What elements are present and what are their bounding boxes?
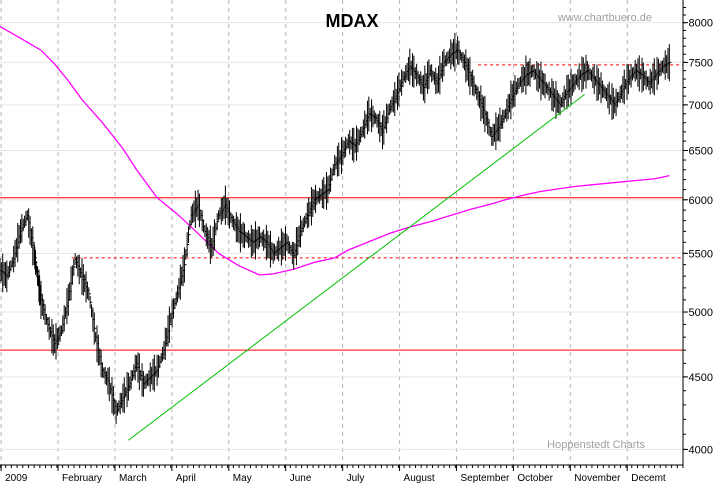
x-month-label: October (517, 473, 553, 484)
x-month-label: April (176, 473, 196, 484)
x-month-label: May (233, 473, 252, 484)
levels-layer (0, 64, 683, 351)
y-tick-label: 6500 (689, 146, 713, 158)
trendline (128, 94, 585, 441)
y-tick-label: 8000 (689, 18, 713, 30)
watermark-bottom: Hoppenstedt Charts (547, 439, 645, 451)
x-axis-labels: 2009 February March April May June July August S… (0, 465, 684, 484)
trendline-layer (128, 94, 585, 441)
x-month-label: February (62, 473, 102, 484)
y-tick-label: 4000 (689, 444, 713, 456)
x-month-label: March (119, 473, 147, 484)
watermark-top: www.chartbuero.de (557, 12, 652, 24)
series-layer (0, 25, 672, 424)
x-month-label: August (404, 473, 435, 484)
y-tick-label: 7000 (689, 100, 713, 112)
x-month-label: 2009 (5, 473, 28, 484)
y-tick-label: 5000 (689, 307, 713, 319)
x-month-label: November (574, 473, 621, 484)
y-tick-label: 5500 (689, 248, 713, 260)
x-month-label: June (290, 473, 312, 484)
y-tick-label: 4500 (689, 372, 713, 384)
y-tick-label: 7500 (689, 57, 713, 69)
x-month-label: July (347, 473, 365, 484)
moving-average-line (0, 25, 670, 276)
chart-title: MDAX (326, 11, 379, 31)
x-month-label: September (460, 473, 510, 484)
y-tick-label: 6000 (689, 195, 713, 207)
y-axis-ticks: 4000 4500 5000 5500 6000 6500 7000 7500 8000 (683, 6, 713, 456)
x-month-label: Decemt (631, 473, 666, 484)
